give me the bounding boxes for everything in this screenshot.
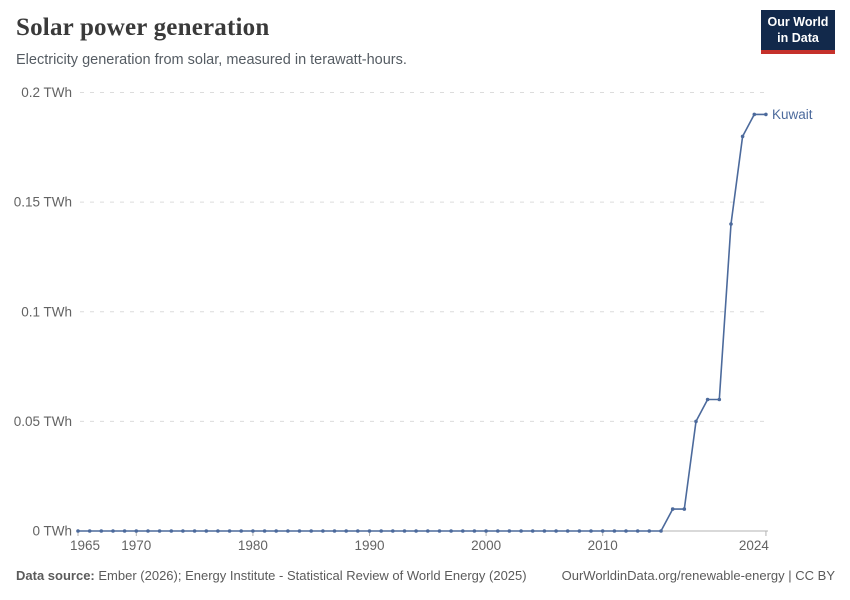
data-point [461, 529, 465, 533]
data-point [589, 529, 593, 533]
data-point [297, 529, 302, 533]
data-source-note: Data source: Ember (2026); Energy Instit… [16, 568, 527, 583]
data-point [332, 529, 337, 533]
y-axis-tick-label: 0 TWh [32, 524, 72, 539]
data-point [216, 529, 220, 533]
data-point [391, 529, 395, 533]
data-point [99, 529, 104, 533]
data-point [565, 529, 570, 533]
y-axis-tick-label: 0.2 TWh [21, 85, 72, 100]
y-axis-tick-label: 0.05 TWh [14, 414, 72, 429]
data-point [157, 529, 162, 533]
data-point [379, 529, 384, 533]
data-point [670, 507, 675, 511]
data-point [542, 529, 547, 533]
data-point [286, 529, 290, 533]
series-line[interactable] [77, 113, 767, 532]
data-point [729, 222, 733, 226]
data-point [321, 529, 325, 533]
owid-logo-line1: Our World [767, 15, 829, 29]
data-point [192, 529, 197, 533]
x-axis-tick-label: 2000 [471, 538, 501, 553]
data-source-label: Data source: [16, 568, 95, 583]
data-point [507, 529, 512, 533]
data-point [367, 529, 372, 533]
data-point [251, 529, 255, 533]
data-point [356, 529, 360, 533]
data-point [519, 529, 523, 533]
data-point [181, 529, 185, 533]
data-point [262, 529, 267, 533]
data-point [647, 529, 652, 533]
data-point [554, 529, 558, 533]
data-point [717, 397, 722, 402]
chart-title: Solar power generation [16, 14, 270, 41]
data-point [227, 529, 232, 533]
data-point [402, 529, 407, 533]
data-point [274, 529, 279, 533]
series-end-label[interactable]: Kuwait [772, 107, 813, 122]
footer-link[interactable]: OurWorldinData.org/renewable-energy | CC… [561, 568, 835, 583]
y-axis-tick-label: 0.15 TWh [14, 195, 72, 210]
chart-footer: Data source: Ember (2026); Energy Instit… [16, 568, 835, 583]
x-axis-tick-label: 1990 [354, 538, 384, 553]
data-point [76, 529, 80, 533]
data-point [437, 529, 442, 533]
data-point [204, 529, 209, 533]
data-point [426, 529, 430, 533]
data-point [635, 529, 640, 533]
data-point [530, 529, 535, 533]
data-point [111, 529, 115, 533]
y-axis-tick-label: 0.1 TWh [21, 304, 72, 319]
data-point [449, 529, 453, 533]
x-axis-tick-label: 2010 [588, 538, 618, 553]
data-point [169, 529, 174, 533]
x-axis-tick-label: 1980 [238, 538, 268, 553]
data-point [146, 529, 150, 533]
data-point [624, 529, 628, 533]
data-point [682, 507, 687, 511]
data-point [612, 529, 617, 533]
data-source-text: Ember (2026); Energy Institute - Statist… [98, 568, 527, 583]
data-point [87, 529, 92, 533]
x-axis-tick-label: 2024 [739, 538, 770, 553]
x-axis-tick-label: 1965 [70, 538, 100, 553]
owid-logo-line2: in Data [777, 30, 819, 45]
data-point [484, 529, 488, 533]
owid-logo[interactable]: Our World in Data [761, 10, 835, 55]
data-point [344, 529, 349, 533]
data-point [496, 529, 500, 533]
data-point [577, 529, 582, 533]
data-point [659, 529, 663, 533]
data-point [472, 529, 477, 533]
data-point [764, 112, 768, 117]
data-point [134, 529, 139, 533]
data-point [740, 134, 745, 139]
chart-subtitle: Electricity generation from solar, measu… [16, 52, 407, 68]
data-point [414, 529, 418, 533]
data-point [694, 419, 698, 424]
data-point [705, 397, 710, 402]
data-point [752, 112, 757, 117]
data-point [600, 529, 605, 533]
data-point [122, 529, 127, 533]
data-point [309, 529, 314, 533]
x-axis-tick-label: 1970 [121, 538, 151, 553]
data-point [239, 529, 243, 533]
